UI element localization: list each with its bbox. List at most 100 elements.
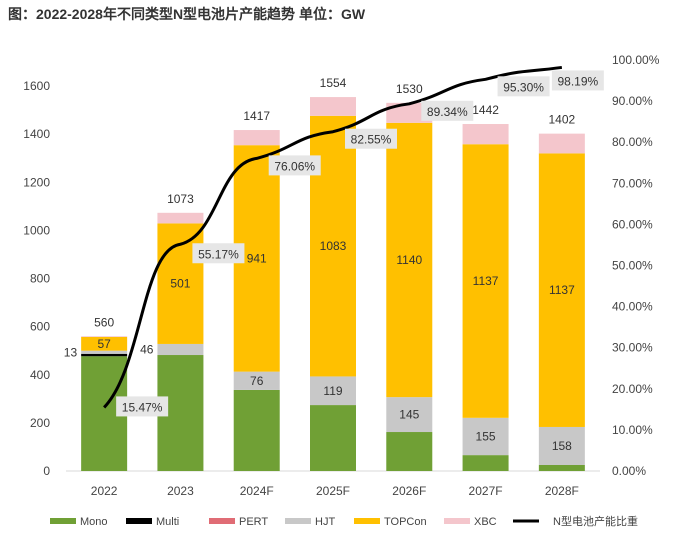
data-label: 46 <box>140 342 154 356</box>
line-label: 15.47% <box>122 400 163 414</box>
legend-label: Multi <box>156 516 179 528</box>
y-tick-label: 600 <box>30 320 50 334</box>
line-label-box <box>192 243 245 264</box>
y-tick-label: 800 <box>30 272 50 286</box>
line-label-box <box>268 155 321 176</box>
bar-mono <box>386 432 433 471</box>
line-label: 89.34% <box>427 105 468 119</box>
bar-mono <box>462 455 509 471</box>
data-label: 501 <box>170 277 190 291</box>
legend-label: Mono <box>80 516 108 528</box>
data-label: 57 <box>97 337 111 351</box>
total-label: 1402 <box>549 113 576 127</box>
line-label: 55.17% <box>198 247 239 261</box>
bar-hjt <box>538 426 585 465</box>
legend-swatch-multi <box>126 518 152 524</box>
y2-tick-label: 50.00% <box>612 259 653 273</box>
bar-xbc <box>462 124 509 145</box>
legend-swatch-xbc <box>444 518 470 524</box>
line-label-box <box>551 70 604 91</box>
chart-title: 图：2022-2028年不同类型N型电池片产能趋势 单位：GW <box>8 6 366 22</box>
data-label: 76 <box>250 374 264 388</box>
y-tick-label: 1400 <box>23 127 50 141</box>
line-label-box <box>421 100 474 121</box>
x-tick-label: 2023 <box>167 484 194 498</box>
total-label: 1417 <box>243 109 270 123</box>
y2-tick-label: 90.00% <box>612 94 653 108</box>
bar-hjt <box>233 371 280 390</box>
bar-multi <box>81 353 128 357</box>
data-label: 1140 <box>396 253 422 267</box>
legend-label: N型电池产能比重 <box>553 514 638 528</box>
total-label: 1554 <box>320 76 347 90</box>
y-tick-label: 1000 <box>23 223 50 237</box>
bar-topcon <box>462 144 509 418</box>
bar-hjt <box>157 343 204 356</box>
bar-xbc <box>538 133 585 154</box>
bar-xbc <box>233 130 280 146</box>
x-tick-label: 2026F <box>392 484 426 498</box>
total-label: 1073 <box>167 192 194 206</box>
data-label: 155 <box>476 429 496 443</box>
data-label: 1137 <box>549 283 575 297</box>
line-label-box <box>116 396 169 417</box>
total-label: 1530 <box>396 82 423 96</box>
legend-swatch-hjt <box>285 518 311 524</box>
legend-label: XBC <box>474 516 497 528</box>
bar-xbc <box>157 212 204 224</box>
data-label: 13 <box>64 345 78 359</box>
bar-hjt <box>81 350 128 354</box>
total-label: 1442 <box>472 103 499 117</box>
bar-xbc <box>310 97 356 116</box>
line-label: 82.55% <box>351 133 392 147</box>
data-label: 158 <box>552 439 572 453</box>
y2-tick-label: 30.00% <box>612 341 653 355</box>
data-label: 145 <box>399 408 419 422</box>
bar-mono <box>538 464 585 471</box>
y-tick-label: 1600 <box>23 79 50 93</box>
y2-tick-label: 60.00% <box>612 217 653 231</box>
bar-hjt <box>386 397 433 433</box>
bar-mono <box>310 405 356 471</box>
data-label: 119 <box>323 384 342 398</box>
bar-topcon <box>538 153 585 427</box>
x-tick-label: 2024F <box>240 484 274 498</box>
line-label: 76.06% <box>274 159 315 173</box>
x-tick-label: 2022 <box>91 484 118 498</box>
bar-topcon <box>81 336 128 351</box>
y2-tick-label: 40.00% <box>612 300 653 314</box>
x-tick-label: 2028F <box>545 484 579 498</box>
x-tick-label: 2025F <box>316 484 350 498</box>
data-label: 1137 <box>473 274 499 288</box>
y2-tick-label: 80.00% <box>612 135 653 149</box>
legend-swatch-pert <box>209 518 235 524</box>
bar-topcon <box>386 122 433 398</box>
y2-tick-label: 0.00% <box>612 464 646 478</box>
y2-tick-label: 10.00% <box>612 423 653 437</box>
line-label-box <box>345 128 397 149</box>
y2-tick-label: 70.00% <box>612 176 653 190</box>
bar-mono <box>233 389 280 471</box>
legend-swatch-mono <box>50 518 76 524</box>
bar-hjt <box>462 417 509 456</box>
legend-label: TOPCon <box>384 516 427 528</box>
legend-swatch-topcon <box>354 518 380 524</box>
y-tick-label: 0 <box>43 464 50 478</box>
data-label: 1083 <box>320 239 347 253</box>
y-tick-label: 1200 <box>23 175 50 189</box>
line-series <box>103 65 563 409</box>
line-label: 98.19% <box>558 74 599 88</box>
legend-label: PERT <box>239 516 268 528</box>
y2-tick-label: 100.00% <box>612 53 660 67</box>
y-tick-label: 200 <box>30 416 50 430</box>
line-label-box <box>497 76 550 97</box>
y-tick-label: 400 <box>30 368 50 382</box>
total-label: 560 <box>94 315 114 329</box>
x-tick-label: 2027F <box>469 484 503 498</box>
bar-hjt <box>310 376 356 406</box>
bar-xbc <box>386 102 433 123</box>
data-label: 941 <box>247 251 267 265</box>
y2-tick-label: 20.00% <box>612 382 653 396</box>
